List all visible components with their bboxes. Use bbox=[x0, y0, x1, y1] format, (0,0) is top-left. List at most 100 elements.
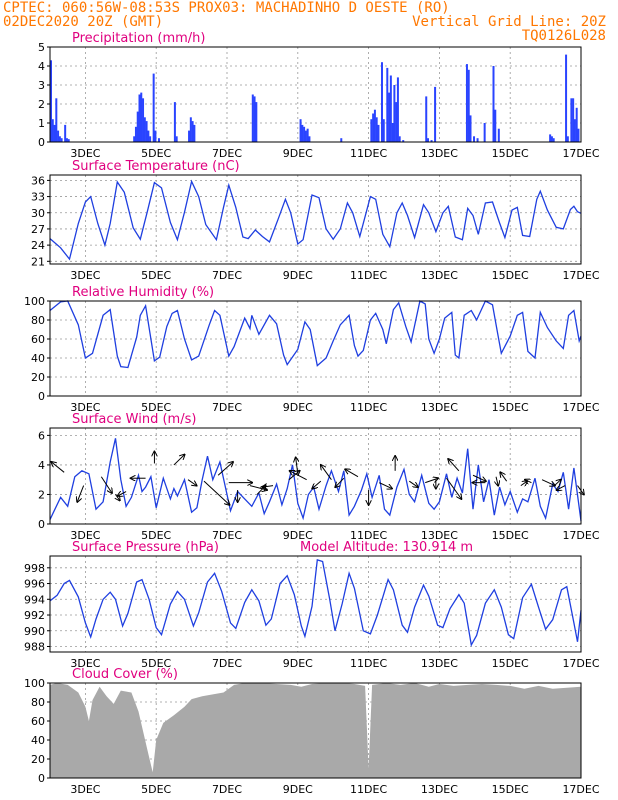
precip-bar bbox=[565, 54, 568, 142]
precip-bar bbox=[55, 98, 58, 142]
precip-bar bbox=[497, 128, 500, 142]
precip-bar bbox=[575, 107, 578, 142]
y-tick-label: 988 bbox=[24, 640, 45, 653]
x-tick-label: 11DEC bbox=[350, 269, 387, 282]
precip-bar bbox=[340, 138, 343, 142]
precip-bar bbox=[473, 136, 476, 142]
precip-bar bbox=[430, 140, 433, 142]
precip-bar bbox=[191, 121, 194, 142]
precip-bar bbox=[372, 113, 375, 142]
wind-arrow bbox=[296, 458, 298, 474]
x-tick-label: 17DEC bbox=[562, 401, 599, 414]
y-tick-label: 0 bbox=[38, 136, 45, 149]
wind-arrow bbox=[500, 472, 508, 482]
panel-frame bbox=[49, 682, 582, 779]
y-tick-label: 4 bbox=[38, 60, 45, 73]
panel-frame bbox=[49, 174, 582, 265]
x-tick-label: 7DEC bbox=[212, 657, 242, 670]
precip-bar bbox=[251, 94, 254, 142]
x-tick-label: 13DEC bbox=[421, 529, 458, 542]
y-tick-label: 2 bbox=[38, 98, 45, 111]
wind-arrow bbox=[425, 478, 438, 484]
panel-wind: Surface Wind (m/s) 0 2 4 6 3DEC 5DEC 7DEC 9DEC 11… bbox=[38, 412, 600, 542]
y-tick-label: 36 bbox=[31, 174, 45, 187]
y-tick-label: 100 bbox=[24, 677, 45, 690]
wind-arrow bbox=[335, 477, 345, 487]
y-tick-label: 20 bbox=[31, 371, 45, 384]
panel-title: Surface Temperature (nC) bbox=[72, 159, 240, 174]
x-tick-label: 3DEC bbox=[70, 657, 100, 670]
x-tick-label: 3DEC bbox=[70, 147, 100, 160]
precip-bar bbox=[299, 119, 302, 142]
precip-bar bbox=[380, 62, 383, 143]
wind-arrow bbox=[118, 492, 127, 496]
y-tick-label: 30 bbox=[31, 207, 45, 220]
panel-title: Relative Humidity (%) bbox=[72, 285, 214, 300]
precip-bar bbox=[53, 124, 56, 142]
precip-bar bbox=[427, 138, 430, 142]
y-tick-label: 992 bbox=[24, 609, 45, 622]
y-tick-label: 20 bbox=[31, 753, 45, 766]
panel-precipitation: Precipitation (mm/h) 0 1 2 3 4 5 3DEC 5DEC 7DEC 9D… bbox=[38, 31, 600, 160]
precip-bar bbox=[572, 98, 575, 142]
series-line bbox=[49, 438, 582, 522]
y-tick-label: 0 bbox=[38, 390, 45, 403]
x-tick-label: 3DEC bbox=[70, 783, 100, 796]
wind-arrow bbox=[51, 462, 65, 473]
y-tick-label: 33 bbox=[31, 191, 45, 204]
x-tick-label: 9DEC bbox=[283, 529, 313, 542]
precip-bar bbox=[188, 130, 191, 142]
precip-bar bbox=[398, 136, 401, 142]
precip-bar bbox=[175, 136, 178, 142]
x-tick-label: 3DEC bbox=[70, 401, 100, 414]
precip-bar bbox=[65, 138, 68, 142]
y-tick-label: 40 bbox=[31, 352, 45, 365]
precip-bar bbox=[573, 119, 576, 142]
precip-bar bbox=[303, 126, 306, 142]
y-tick-label: 24 bbox=[31, 239, 45, 252]
x-tick-label: 11DEC bbox=[350, 783, 387, 796]
precip-bar bbox=[306, 128, 309, 142]
wind-arrow bbox=[290, 471, 307, 481]
x-tick-label: 17DEC bbox=[562, 657, 599, 670]
precip-bar bbox=[402, 140, 405, 142]
wind-arrow bbox=[187, 479, 196, 486]
precip-bar bbox=[467, 69, 470, 142]
precip-bar bbox=[570, 98, 573, 142]
y-tick-label: 994 bbox=[24, 593, 45, 606]
precip-bar bbox=[193, 124, 196, 142]
precip-bar bbox=[147, 130, 150, 142]
x-tick-label: 9DEC bbox=[283, 401, 313, 414]
precip-bar bbox=[373, 109, 376, 142]
x-tick-label: 17DEC bbox=[562, 529, 599, 542]
x-tick-label: 13DEC bbox=[421, 401, 458, 414]
y-tick-label: 27 bbox=[31, 223, 45, 236]
y-tick-label: 60 bbox=[31, 333, 45, 346]
wind-arrow bbox=[173, 455, 185, 466]
wind-arrow bbox=[448, 459, 460, 472]
x-tick-label: 17DEC bbox=[562, 147, 599, 160]
precip-bar bbox=[58, 136, 61, 142]
wind-arrow bbox=[409, 480, 417, 487]
panel-title: Precipitation (mm/h) bbox=[72, 31, 205, 46]
wind-arrow bbox=[446, 477, 461, 499]
y-tick-label: 60 bbox=[31, 715, 45, 728]
panel-temperature: Surface Temperature (nC) 21 24 27 30 33 36 3DEC… bbox=[31, 159, 600, 282]
x-tick-label: 11DEC bbox=[350, 657, 387, 670]
wind-arrow bbox=[525, 480, 532, 483]
x-tick-label: 5DEC bbox=[141, 529, 171, 542]
panel-frame bbox=[49, 427, 582, 525]
precip-bar bbox=[389, 75, 392, 142]
model-id: TQ0126L028 bbox=[521, 28, 606, 44]
x-tick-label: 7DEC bbox=[212, 147, 242, 160]
precip-bar bbox=[143, 117, 146, 142]
x-tick-label: 17DEC bbox=[562, 783, 599, 796]
x-tick-label: 9DEC bbox=[283, 269, 313, 282]
precip-bar bbox=[136, 111, 139, 142]
precip-bar bbox=[138, 94, 141, 142]
precip-bar bbox=[425, 96, 428, 142]
precip-bar bbox=[382, 119, 385, 142]
x-tick-label: 5DEC bbox=[141, 147, 171, 160]
precip-bar bbox=[157, 138, 160, 142]
panel-pressure: Surface Pressure (hPa) Model Altitude: 13… bbox=[24, 540, 600, 670]
